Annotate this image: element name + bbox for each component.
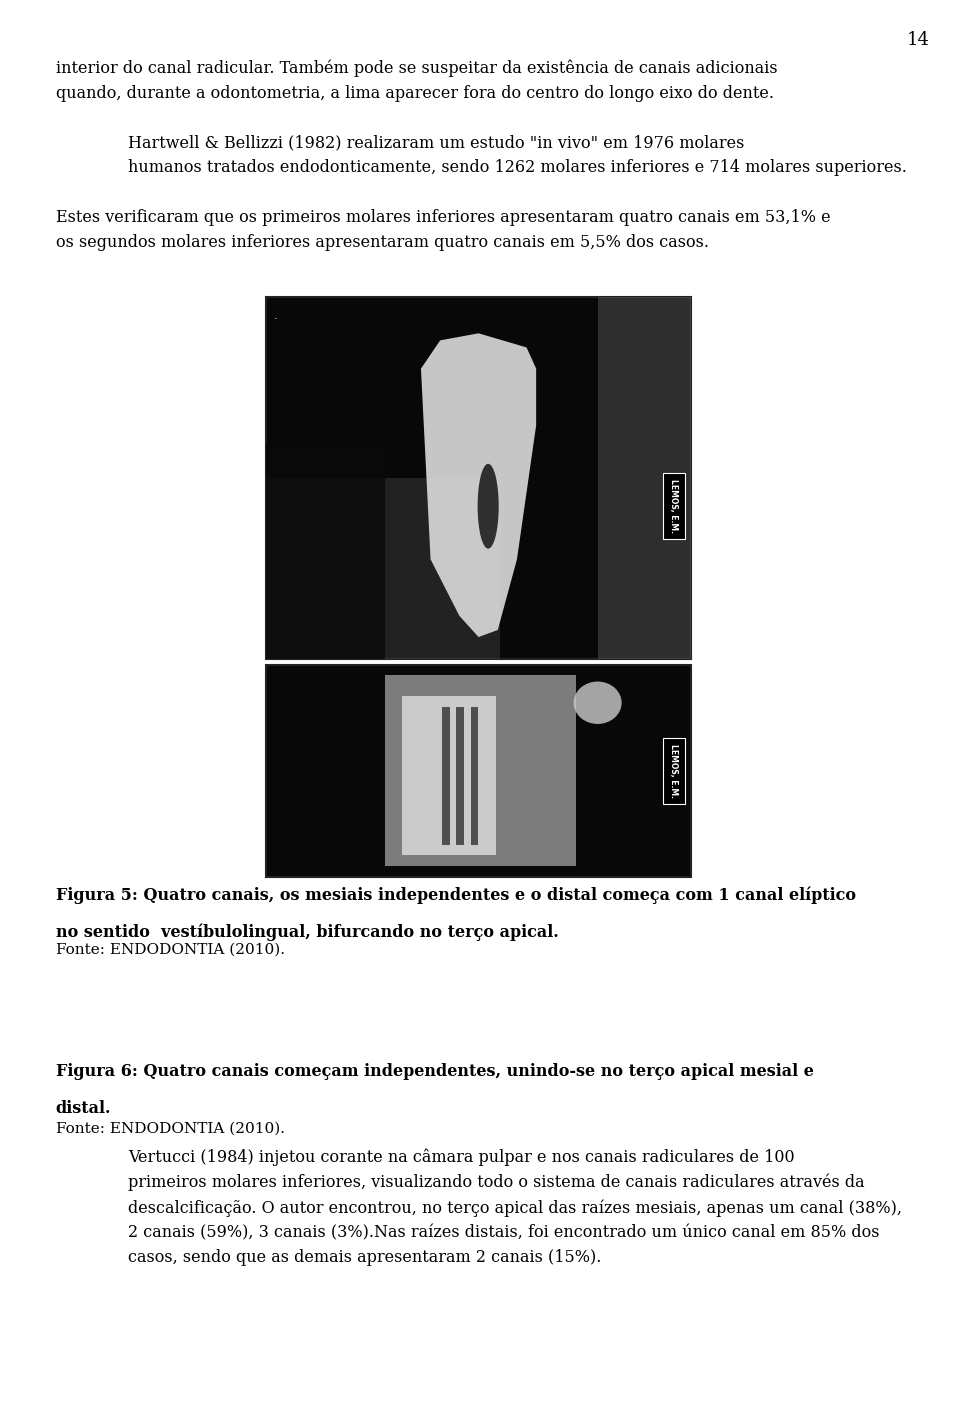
Text: Figura 5: Quatro canais, os mesiais independentes e o distal começa com 1 canal : Figura 5: Quatro canais, os mesiais inde…	[56, 887, 855, 904]
Text: interior do canal radicular. Também pode se suspeitar da existência de canais ad: interior do canal radicular. Também pode…	[56, 59, 778, 102]
Text: 14: 14	[906, 31, 929, 49]
Bar	[442, 707, 449, 844]
Text: distal.: distal.	[56, 1100, 111, 1117]
Text: Estes verificaram que os primeiros molares inferiores apresentaram quatro canais: Estes verificaram que os primeiros molar…	[56, 209, 830, 252]
Text: Hartwell & Bellizzi (1982) realizaram um estudo "in vivo" em 1976 molares
humano: Hartwell & Bellizzi (1982) realizaram um…	[128, 134, 906, 177]
Bar	[266, 665, 691, 877]
Polygon shape	[420, 334, 536, 638]
Bar	[456, 707, 464, 844]
Bar	[402, 696, 495, 855]
Bar	[598, 297, 691, 659]
Bar	[385, 674, 576, 865]
Ellipse shape	[477, 464, 499, 549]
Text: Fonte: ENDODONTIA (2010).: Fonte: ENDODONTIA (2010).	[56, 943, 285, 957]
Text: LEMOS, E.M.: LEMOS, E.M.	[669, 744, 679, 797]
Text: Figura 6: Quatro canais começam independentes, unindo-se no terço apical mesial : Figura 6: Quatro canais começam independ…	[56, 1063, 813, 1080]
Bar	[470, 707, 478, 844]
Bar	[266, 441, 385, 659]
Text: no sentido  vestíbulolingual, bifurcando no terço apical.: no sentido vestíbulolingual, bifurcando …	[56, 923, 559, 940]
Text: Fonte: ENDODONTIA (2010).: Fonte: ENDODONTIA (2010).	[56, 1121, 285, 1135]
Text: LEMOS, E.M.: LEMOS, E.M.	[669, 479, 679, 533]
Text: .: .	[274, 311, 277, 321]
Bar	[266, 478, 500, 659]
Text: Vertucci (1984) injetou corante na câmara pulpar e nos canais radiculares de 100: Vertucci (1984) injetou corante na câmar…	[128, 1148, 901, 1267]
Bar	[266, 297, 691, 659]
Ellipse shape	[574, 682, 622, 724]
